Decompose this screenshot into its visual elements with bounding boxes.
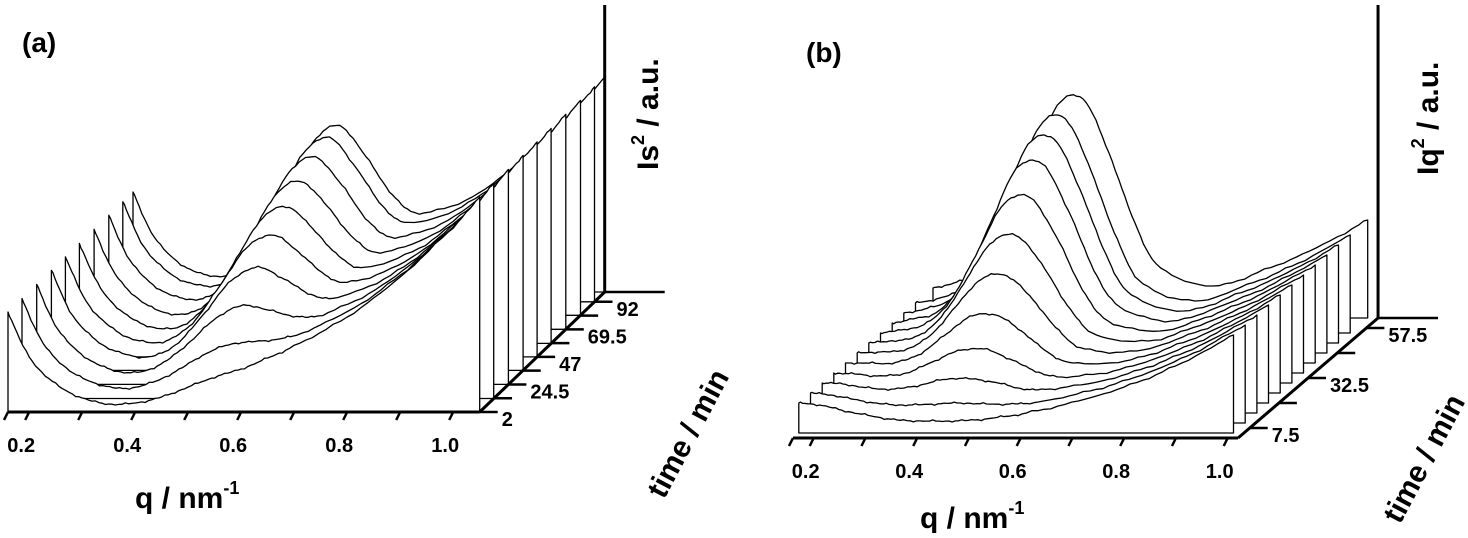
x-tick <box>448 411 455 421</box>
x-tick <box>2 411 10 421</box>
x-tick <box>1015 437 1022 447</box>
x-axis-label: q / nm-1 <box>920 498 1024 533</box>
x-tick <box>963 437 971 447</box>
x-tick-label: 0.4 <box>895 461 924 483</box>
panel-a: (a) 0.2 0.4 0.6 0.8 1.0 2 24.5 47 69.5 92 q / nm-… <box>2 5 736 515</box>
waterfall-curves <box>798 94 1369 434</box>
x-tick <box>912 437 919 447</box>
series-curve-t2 <box>7 196 481 413</box>
x-tick <box>787 437 795 447</box>
x-tick-label: 1.0 <box>431 435 459 457</box>
x-tick <box>1222 437 1229 447</box>
time-axis-label: time / min <box>641 364 736 503</box>
x-tick <box>77 411 84 421</box>
x-tick <box>1170 437 1178 447</box>
z-axis-label: Iq2 / a.u. <box>1408 62 1445 175</box>
x-tick-label: 0.8 <box>1102 461 1130 483</box>
x-tick <box>236 411 243 421</box>
x-tick-label: 0.4 <box>113 435 142 457</box>
x-tick <box>1119 437 1126 447</box>
x-tick-label: 0.2 <box>792 461 820 483</box>
x-tick <box>808 437 815 447</box>
time-tick-label: 7.5 <box>1272 425 1300 447</box>
panel-label: (a) <box>22 27 56 58</box>
series-curve-t5 <box>798 334 1235 434</box>
x-tick <box>130 411 137 421</box>
axes: 0.2 0.4 0.6 0.8 1.0 2 24.5 47 69.5 92 <box>2 5 665 457</box>
time-tick-label: 2 <box>502 409 513 431</box>
x-tick <box>1067 437 1074 447</box>
x-tick-label: 0.6 <box>999 461 1027 483</box>
x-tick-label: 1.0 <box>1206 461 1234 483</box>
time-tick-label: 57.5 <box>1388 325 1427 347</box>
z-axis-label: Is2 / a.u. <box>628 58 665 170</box>
panel-b: (b) 0.2 0.4 0.6 0.8 1.07.532.557.5 q / nm-1 … <box>787 5 1468 535</box>
time-tick-label: 32.5 <box>1330 375 1369 397</box>
x-axis-label: q / nm-1 <box>135 478 239 515</box>
x-tick <box>860 437 867 447</box>
x-tick <box>24 411 31 421</box>
waterfall-curves <box>7 76 606 413</box>
x-tick-label: 0.2 <box>7 435 35 457</box>
x-tick <box>183 411 190 421</box>
x-tick-label: 0.6 <box>219 435 247 457</box>
time-tick-label: 69.5 <box>588 326 627 348</box>
axes: 0.2 0.4 0.6 0.8 1.0 7.5 32.5 57.5 <box>787 5 1439 483</box>
time-tick-label: 92 <box>616 299 638 321</box>
panel-label: (b) <box>806 37 842 68</box>
x-tick-label: 0.8 <box>325 435 353 457</box>
x-tick <box>289 411 296 421</box>
time-tick-label: 47 <box>559 354 581 376</box>
time-axis-label: time / min <box>1377 389 1468 528</box>
x-tick <box>342 411 349 421</box>
time-tick-label: 24.5 <box>530 381 569 403</box>
time-axis-line <box>478 290 606 414</box>
x-tick <box>395 411 402 421</box>
